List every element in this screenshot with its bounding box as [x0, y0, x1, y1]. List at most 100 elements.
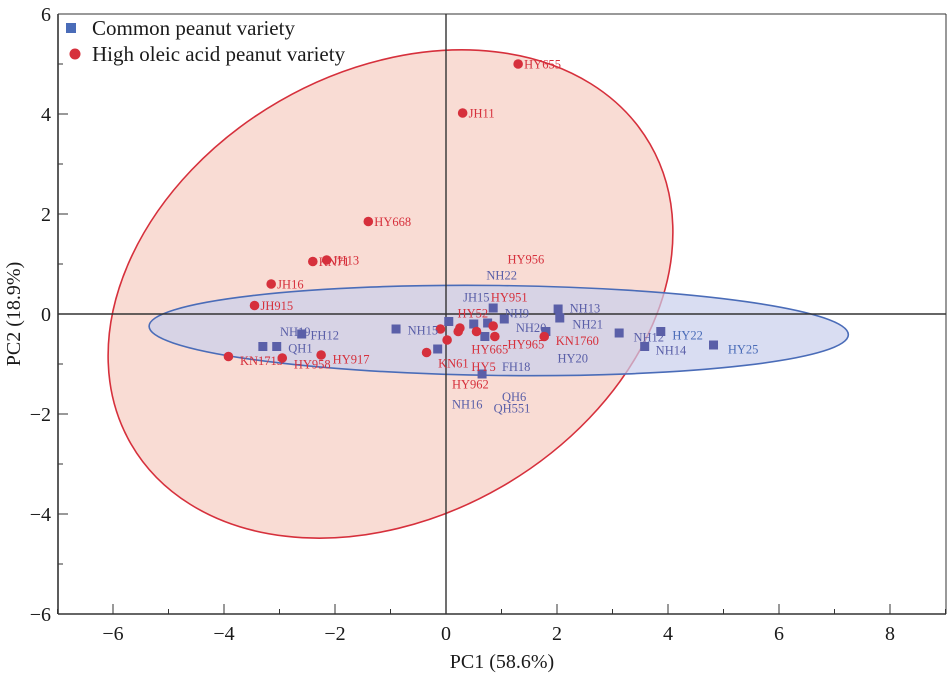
point-label: HY965 — [508, 338, 545, 352]
point-high-oleic — [490, 331, 500, 342]
point-label: QH551 — [494, 402, 531, 416]
y-tick-label: 4 — [41, 104, 51, 126]
zero-lines — [58, 14, 946, 614]
point-label: JH13 — [333, 254, 359, 268]
legend-label-common: Common peanut variety — [92, 16, 295, 40]
point-high-oleic — [223, 351, 234, 362]
point-high-oleic — [363, 216, 374, 227]
point-label: QH6 — [502, 390, 526, 404]
point-common — [480, 332, 490, 341]
point-common — [433, 344, 443, 354]
x-tick-label: −6 — [102, 623, 123, 645]
point-common — [272, 342, 282, 351]
point-label: QH1 — [288, 342, 312, 356]
point-label: HY655 — [524, 58, 561, 72]
legend-marker-high-oleic — [69, 48, 81, 60]
point-label: HY5 — [471, 360, 495, 374]
point-common — [555, 313, 565, 323]
y-tick-label: −6 — [30, 604, 51, 626]
point-label: JH915 — [261, 299, 294, 313]
x-tick-label: 6 — [774, 623, 784, 645]
y-tick-label: 2 — [41, 204, 51, 226]
x-tick-label: 8 — [885, 623, 895, 645]
point-label: JH11 — [469, 107, 495, 121]
point-label: KN1760 — [556, 334, 599, 348]
x-axis-title: PC1 (58.6%) — [450, 651, 554, 673]
point-label: JH15 — [463, 291, 489, 305]
point-high-oleic — [442, 335, 452, 345]
point-label: FH12 — [310, 329, 338, 343]
point-label: HY956 — [508, 253, 545, 267]
point-common — [483, 318, 493, 328]
point-label: HY20 — [557, 352, 588, 366]
point-common — [297, 329, 307, 339]
point-label: NH20 — [516, 321, 547, 335]
point-high-oleic — [308, 256, 318, 267]
point-high-oleic — [455, 323, 465, 333]
point-high-oleic — [539, 331, 550, 342]
point-label: NH13 — [570, 302, 601, 316]
point-label: KN1715 — [240, 354, 283, 368]
x-tick-label: 0 — [441, 623, 451, 645]
point-label: NH9 — [505, 307, 529, 321]
point-common — [640, 342, 650, 351]
point-label: NH19 — [280, 325, 311, 339]
point-label: HY668 — [374, 215, 411, 229]
point-high-oleic — [316, 350, 326, 360]
point-high-oleic — [249, 300, 260, 311]
point-high-oleic — [421, 347, 432, 358]
point-high-oleic — [513, 59, 523, 69]
point-common — [553, 304, 563, 314]
point-label: JH16 — [277, 278, 303, 292]
point-label: HY962 — [452, 378, 489, 392]
x-tick-label: −2 — [324, 623, 345, 645]
y-axis-title: PC2 (18.9%) — [3, 262, 25, 366]
point-label: NH14 — [656, 344, 687, 358]
point-common — [444, 317, 454, 326]
point-high-oleic — [266, 279, 276, 289]
x-tick-label: 2 — [552, 623, 562, 645]
legend-marker-common — [66, 23, 76, 33]
confidence-ellipses — [107, 49, 850, 539]
point-common — [477, 369, 487, 379]
axes: −6 −4 −2 0 2 4 6 8 −6 −4 −2 0 2 4 6 — [30, 4, 947, 645]
point-high-oleic — [277, 353, 288, 363]
point-label: NH15 — [408, 324, 439, 338]
point-common — [541, 327, 551, 336]
point-common — [614, 328, 624, 338]
point-label: HY665 — [471, 343, 508, 357]
point-label: KN71 — [319, 255, 350, 269]
point-label: HY52 — [458, 307, 489, 321]
point-common — [258, 342, 268, 351]
point-label: HY22 — [672, 329, 703, 343]
point-common — [709, 340, 719, 350]
point-high-oleic — [457, 108, 468, 118]
point-common — [488, 303, 498, 313]
point-label: NH22 — [486, 269, 517, 283]
point-label: NH16 — [452, 398, 483, 412]
point-common — [469, 319, 479, 329]
point-label: HY917 — [333, 353, 370, 367]
data-points — [223, 59, 719, 379]
point-label: NH12 — [633, 331, 664, 345]
y-tick-label: 6 — [41, 4, 51, 26]
point-common — [656, 327, 666, 336]
point-label: HY25 — [728, 343, 759, 357]
point-label: FH18 — [502, 360, 530, 374]
point-high-oleic — [321, 255, 332, 265]
x-tick-label: 4 — [663, 623, 673, 645]
legend: Common peanut variety High oleic acid pe… — [66, 16, 346, 66]
point-label: HY951 — [491, 291, 528, 305]
point-label: NH21 — [572, 318, 603, 332]
point-common — [391, 324, 401, 334]
point-high-oleic — [471, 326, 482, 337]
point-high-oleic — [488, 321, 498, 331]
point-label: HY958 — [294, 358, 331, 372]
point-label: KN61 — [438, 357, 469, 371]
point-high-oleic — [435, 324, 446, 334]
y-tick-label: 0 — [41, 304, 51, 326]
x-tick-label: −4 — [213, 623, 234, 645]
y-tick-label: −2 — [30, 404, 51, 426]
